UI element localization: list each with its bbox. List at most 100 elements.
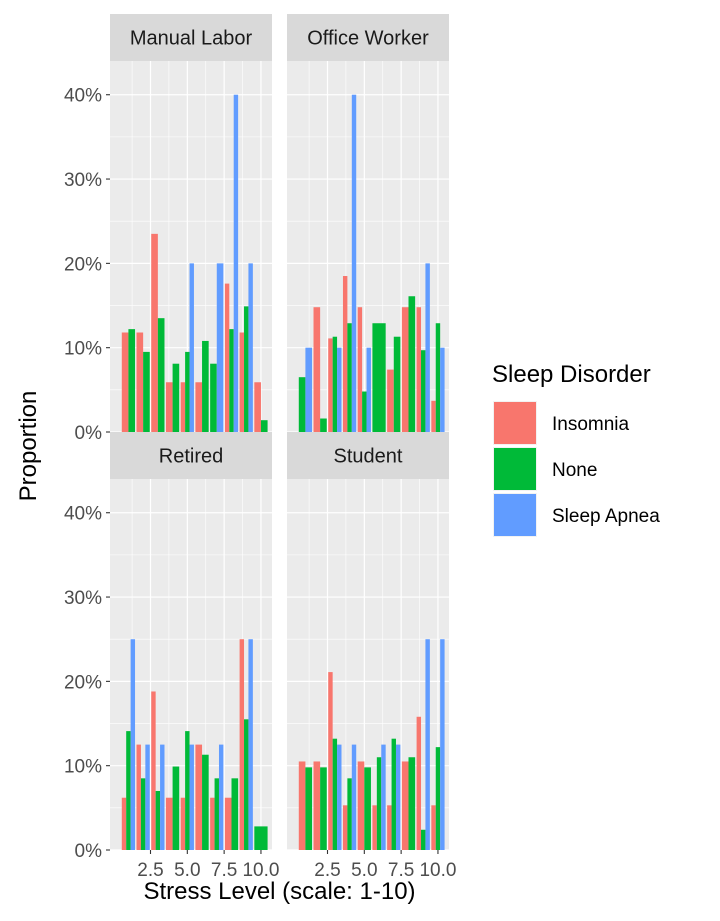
bar-sleep-apnea (351, 94, 357, 433)
bar-insomnia (401, 307, 409, 432)
y-tick-label: 10% (64, 339, 102, 360)
bar-insomnia (416, 307, 422, 432)
facet-panel: Office Worker (287, 14, 449, 433)
facet-strip (287, 432, 449, 479)
bar-none (362, 391, 367, 432)
bar-none (143, 351, 150, 432)
bar-insomnia (357, 307, 363, 432)
bar-insomnia (136, 332, 144, 432)
legend-key-sleep-apnea (494, 494, 536, 536)
bar-insomnia (195, 744, 203, 850)
bar-none (214, 778, 219, 850)
bar-none (332, 738, 338, 850)
bar-none (244, 306, 249, 432)
bar-insomnia (431, 400, 436, 432)
bar-insomnia (401, 761, 409, 850)
bar-none (202, 754, 209, 850)
y-tick-label: 40% (64, 504, 102, 525)
facet-strip (287, 14, 449, 61)
bar-none (364, 767, 371, 850)
bar-insomnia (254, 382, 261, 432)
legend-label: None (552, 460, 597, 481)
y-tick-label: 0% (75, 423, 103, 444)
bar-insomnia (151, 691, 156, 850)
bar-sleep-apnea (425, 263, 430, 432)
bar-sleep-apnea (366, 347, 371, 432)
bar-none (320, 418, 327, 432)
y-tick-label: 20% (64, 672, 102, 693)
bar-sleep-apnea (440, 639, 445, 850)
y-tick-label: 10% (64, 757, 102, 778)
bar-sleep-apnea (337, 744, 342, 850)
bar-insomnia (180, 382, 186, 432)
bar-insomnia (195, 382, 203, 432)
bar-none (332, 336, 338, 432)
bar-insomnia (224, 283, 230, 432)
bar-none (372, 323, 386, 432)
bar-insomnia (313, 761, 321, 850)
bar-insomnia (387, 369, 394, 432)
bar-insomnia (151, 233, 158, 432)
bar-none (298, 377, 306, 432)
bar-none (126, 731, 131, 850)
bar-none (320, 767, 327, 850)
bar-sleep-apnea (189, 263, 194, 432)
bar-none (347, 323, 352, 432)
bar-none (421, 350, 426, 432)
bar-sleep-apnea (130, 639, 136, 850)
bar-sleep-apnea (145, 744, 150, 850)
x-axis-title: Stress Level (scale: 1-10) (143, 878, 415, 905)
bar-insomnia (372, 805, 377, 850)
bar-insomnia (165, 382, 173, 432)
bar-none (229, 329, 234, 432)
bar-sleep-apnea (425, 639, 430, 850)
y-tick-label: 30% (64, 588, 102, 609)
bar-sleep-apnea (395, 744, 401, 850)
bar-insomnia (210, 797, 215, 850)
y-tick-label: 40% (64, 86, 102, 107)
bar-insomnia (416, 716, 422, 850)
bar-sleep-apnea (440, 347, 445, 432)
bar-insomnia (224, 797, 232, 850)
bar-sleep-apnea (305, 347, 313, 432)
bar-none (393, 336, 401, 432)
y-tick-label: 30% (64, 170, 102, 191)
bar-sleep-apnea (216, 263, 224, 432)
bar-none (305, 767, 313, 850)
bar-none (435, 323, 441, 432)
x-tick-label: 5.0 (174, 860, 200, 881)
legend-label: Insomnia (552, 414, 630, 435)
facet-strip-label: Retired (159, 446, 223, 468)
bar-none (376, 757, 382, 850)
facet-panel: Manual Labor 0% 10% 20% 30% 40% (64, 14, 272, 444)
bar-sleep-apnea (248, 263, 253, 432)
bar-insomnia (298, 761, 306, 850)
legend-title: Sleep Disorder (492, 361, 651, 388)
y-tick-label: 20% (64, 254, 102, 275)
facet-panel: Retired 0% 10% 20% 30% 40% 2.5 5.0 7.5 10.0 (64, 432, 279, 881)
bar-none (391, 738, 396, 850)
bar-sleep-apnea (248, 639, 253, 850)
facet-strip-label: Student (334, 446, 403, 468)
bar-insomnia (342, 276, 348, 432)
x-tick-label: 7.5 (211, 860, 237, 881)
bar-none (202, 340, 209, 432)
bar-insomnia (387, 805, 392, 850)
x-tick-label: 2.5 (137, 860, 163, 881)
bar-insomnia (328, 338, 333, 432)
bar-none (157, 318, 165, 432)
bar-insomnia (328, 672, 333, 850)
bar-sleep-apnea (160, 744, 165, 850)
x-tick-label: 2.5 (314, 860, 340, 881)
bar-none (172, 363, 180, 432)
facet-panel: Student 2.5 5.0 7.5 10.0 (287, 432, 456, 881)
facet-strip-label: Manual Labor (130, 28, 253, 50)
legend-label: Sleep Apnea (552, 506, 660, 527)
x-tick-label: 7.5 (388, 860, 414, 881)
y-axis-title: Proportion (15, 391, 42, 502)
legend-key-none (494, 448, 536, 490)
bar-sleep-apnea (233, 94, 239, 433)
bar-none (244, 719, 249, 850)
bar-insomnia (239, 332, 245, 432)
